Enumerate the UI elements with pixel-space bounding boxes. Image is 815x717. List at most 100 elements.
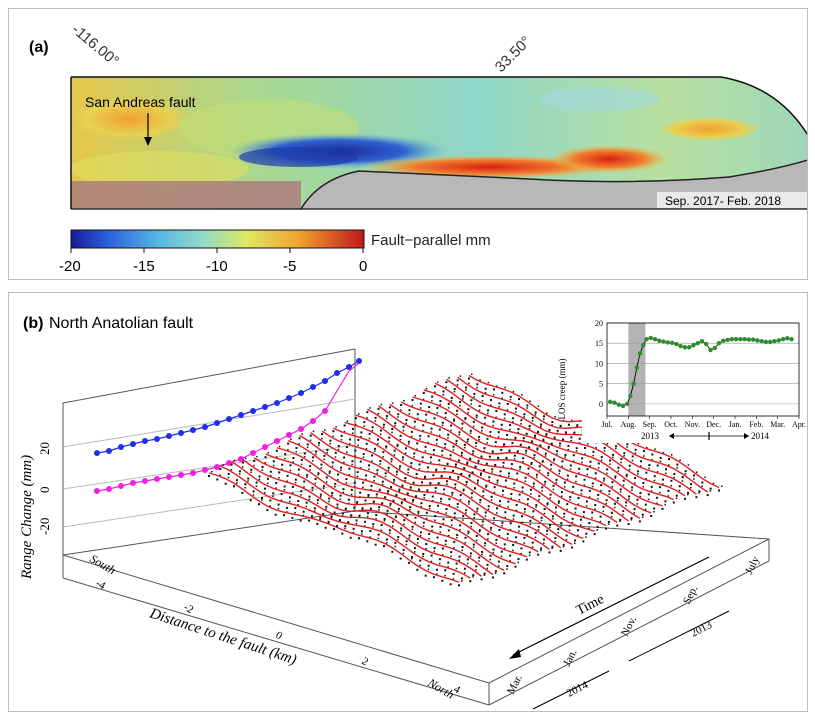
inset-point [628, 393, 633, 398]
x-tick-label: -4 [94, 577, 108, 592]
inset-point [716, 341, 722, 346]
profile-line [265, 453, 516, 565]
profile-line [434, 382, 686, 497]
time-tick-label: Nov. [619, 614, 639, 638]
profile-line [276, 447, 528, 558]
latitude-label: 33.50° [492, 33, 535, 76]
magenta-series [96, 362, 360, 492]
colorbar-tick-label: -10 [206, 258, 228, 275]
fault-label: San Andreas fault [85, 94, 196, 110]
colorbar [70, 229, 365, 249]
colorbar-tick-label: -20 [59, 258, 81, 275]
inset-point [625, 401, 630, 407]
inset-point [721, 338, 726, 343]
profile-line [445, 378, 697, 495]
profile-line [208, 472, 460, 583]
inset-x-tick: Mar. [770, 420, 785, 429]
y-tick-label: 20 [37, 442, 52, 455]
inset-point [669, 340, 675, 346]
profile-dots [343, 420, 599, 536]
time-tick-label: Sep. [681, 584, 701, 607]
profile-line [220, 465, 471, 579]
profile-line [287, 439, 539, 553]
inset-x-tick: Dec. [706, 420, 721, 429]
inset-y-tick: 0 [599, 400, 603, 409]
stacked-profiles [208, 373, 723, 587]
year-2014-bracket [532, 670, 610, 710]
colorbar-title: Fault−parallel mm [371, 232, 491, 249]
inset-x-tick: Jul. [601, 420, 612, 429]
inset-point [682, 345, 688, 350]
blue-series-markers [94, 358, 362, 456]
profile-dots [309, 430, 565, 552]
profile-line [400, 401, 652, 514]
panel-b-label: (b) [23, 315, 44, 332]
profile-line [231, 460, 483, 577]
profile-dots [264, 452, 520, 568]
colorbar-tick-label: 0 [359, 258, 367, 275]
colorbar-tick-label: -15 [133, 258, 155, 275]
inset-y-tick: 5 [599, 380, 603, 389]
x-tick-label: 0 [274, 629, 285, 642]
inset-point [733, 336, 739, 342]
inset-point [699, 338, 705, 344]
profile-dots [298, 433, 553, 554]
inset-x-tick: Sep. [643, 420, 657, 429]
panel-a-graphic: -116.00° 33.50° [59, 21, 807, 275]
inset-point [637, 351, 643, 356]
inset-point [742, 336, 747, 342]
profile-line [412, 396, 663, 507]
inset-point [695, 341, 700, 346]
inset-point [729, 336, 734, 342]
profile-dots [422, 387, 678, 504]
inset-year-2013: 2013 [641, 431, 660, 441]
perspective-frame [62, 348, 770, 706]
date-range-label: Sep. 2017- Feb. 2018 [665, 194, 781, 208]
inset-point [661, 339, 666, 344]
time-arrow [512, 556, 710, 656]
inset-year-arrow-right [744, 433, 749, 439]
x-tick-label: 2 [360, 655, 371, 668]
x-tick-label: 4 [452, 683, 463, 696]
inset-year-arrow-left [669, 433, 674, 439]
inset-point [755, 338, 760, 343]
inset-point [776, 338, 781, 343]
panel-a: -116.00° 33.50° [8, 8, 808, 280]
profile-line [253, 457, 505, 571]
inset-x-tick: Apr. [792, 420, 806, 429]
inset-point [725, 337, 730, 343]
y-tick-label: -20 [37, 518, 52, 535]
north-label: North [425, 675, 457, 702]
inset-x-tick: Oct. [664, 420, 678, 429]
profile-line [389, 403, 641, 520]
inset-y-tick: 15 [595, 339, 603, 348]
year-2013-bracket [628, 610, 730, 662]
time-label: Time [574, 592, 607, 619]
y-tick-label: 0 [37, 487, 52, 494]
y-axis-label: Range Change (mm) [19, 455, 35, 580]
profile-line [355, 414, 607, 527]
panel-b-title: North Anatolian fault [49, 315, 194, 332]
inset-point [789, 336, 794, 342]
inset-point [648, 335, 653, 341]
profile-line [423, 389, 675, 501]
inset-point [691, 343, 696, 348]
longitude-label: -116.00° [68, 21, 122, 70]
inset-chart: 0 5 10 15 20 Jul. Aug. Sep. Oct. Nov. Dec. Jan. Feb.… [557, 319, 806, 443]
profile-dots [377, 403, 633, 526]
inset-x-tick: Jan. [729, 420, 742, 429]
inset-point [772, 338, 777, 344]
inset-point [634, 365, 640, 370]
inset-y-tick: 20 [595, 319, 603, 328]
time-tick-label: Mar. [505, 672, 525, 696]
profile-dots [411, 394, 666, 510]
profile-line [310, 432, 562, 549]
inset-point [712, 345, 717, 351]
inset-x-tick: Nov. [685, 420, 700, 429]
profile-line [242, 458, 494, 576]
inset-point [780, 336, 786, 342]
colorbar-tick-label: -5 [283, 258, 296, 275]
inset-point [763, 339, 769, 345]
inset-point [641, 343, 646, 348]
profile-dots [275, 445, 531, 561]
